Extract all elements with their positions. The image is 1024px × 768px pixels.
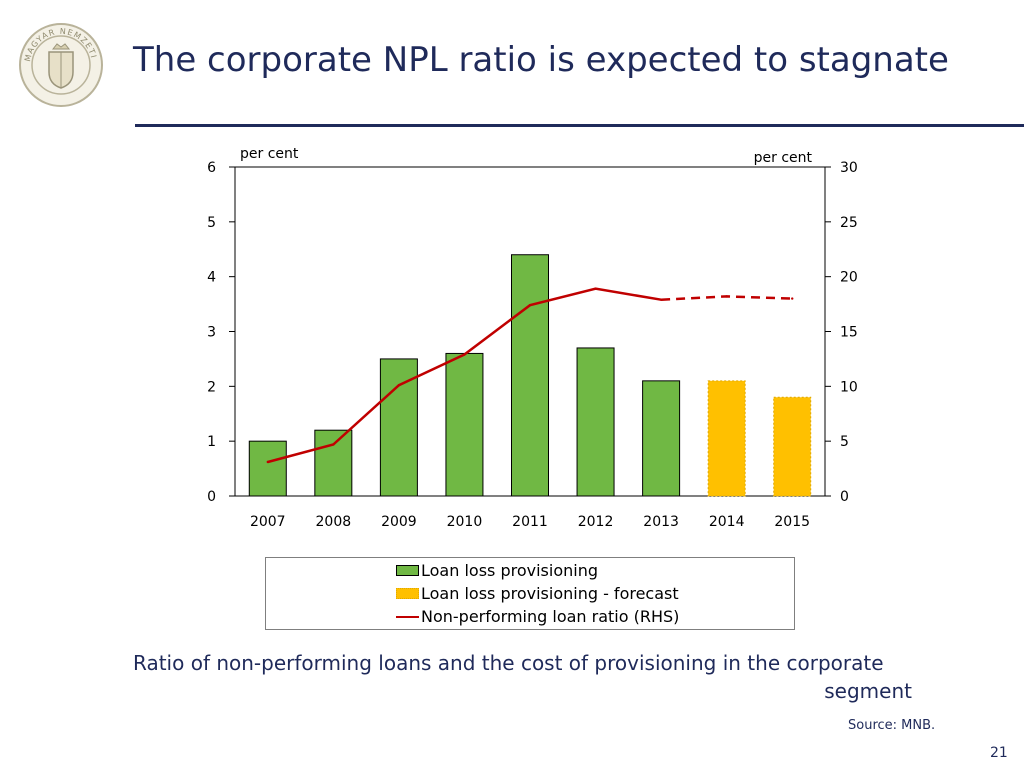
title-divider [135,124,1024,127]
left-axis-tick-label: 1 [207,434,216,450]
x-axis-tick-label: 2009 [381,514,417,530]
npl-ratio-point-2011 [528,303,532,307]
npl-ratio-point-2014 [725,295,728,298]
npl-ratio-point-2010 [463,353,466,356]
x-axis-tick-label: 2014 [709,514,745,530]
page-number: 21 [990,745,1008,761]
npl-ratio-point-2009 [397,384,401,387]
x-axis-tick-label: 2013 [643,514,679,530]
source-note: Source: MNB. [848,718,936,733]
right-axis-tick-label: 30 [840,160,858,176]
npl-ratio-point-2015 [791,297,794,300]
right-axis-tick-label: 10 [840,379,858,395]
npl-ratio-point-2008 [332,443,335,446]
bar-provisioning-2012 [576,347,615,497]
right-axis-tick-label: 5 [840,434,849,450]
right-axis-tick-label: 25 [840,215,858,231]
x-axis-tick-label: 2011 [512,514,548,530]
x-axis-tick-label: 2015 [774,514,810,530]
npl-ratio-point-2007 [266,460,269,464]
bar-provisioning-2008 [314,429,353,497]
mnb-logo: MAGYAR NEMZETI BANK [18,22,103,107]
left-axis-tick-label: 5 [207,215,216,231]
bar-forecast-2014 [707,380,746,497]
left-axis-label: per cent [240,146,299,162]
caption-line-2: segment [824,679,912,703]
x-axis-tick-label: 2008 [316,514,352,530]
left-axis-tick-label: 4 [207,270,216,286]
caption-line-1: Ratio of non-performing loans and the co… [133,651,884,675]
right-axis-label: per cent [754,150,813,166]
left-axis-tick-label: 0 [207,489,216,505]
left-axis-tick-label: 2 [207,379,216,395]
right-axis-tick-label: 0 [840,489,849,505]
x-axis-tick-label: 2010 [447,514,483,530]
legend-swatch-npl-ratio [396,616,419,618]
x-axis-tick-label: 2007 [250,514,286,530]
right-axis-tick-label: 15 [840,325,858,341]
legend-swatch-forecast [396,588,419,599]
legend-swatch-provisioning [396,565,419,576]
left-axis-tick-label: 6 [207,160,216,176]
legend-label-npl-ratio: Non-performing loan ratio (RHS) [421,607,680,626]
bar-provisioning-2010 [445,352,484,497]
chart-legend: Loan loss provisioning Loan loss provisi… [265,557,795,630]
legend-label-provisioning: Loan loss provisioning [421,561,598,580]
x-axis-tick-label: 2012 [578,514,614,530]
npl-ratio-point-2013 [659,298,663,301]
legend-label-forecast: Loan loss provisioning - forecast [421,584,679,603]
npl-ratio-point-2012 [594,287,597,290]
bar-provisioning-2007 [248,440,287,497]
right-axis-tick-label: 20 [840,270,858,286]
slide-title: The corporate NPL ratio is expected to s… [133,40,949,80]
bar-provisioning-2011 [511,254,549,497]
bar-provisioning-2013 [642,380,681,497]
chart-caption: Ratio of non-performing loans and the co… [133,649,912,705]
bar-forecast-2015 [773,396,812,497]
left-axis-tick-label: 3 [207,325,216,341]
bar-provisioning-2009 [379,358,418,497]
